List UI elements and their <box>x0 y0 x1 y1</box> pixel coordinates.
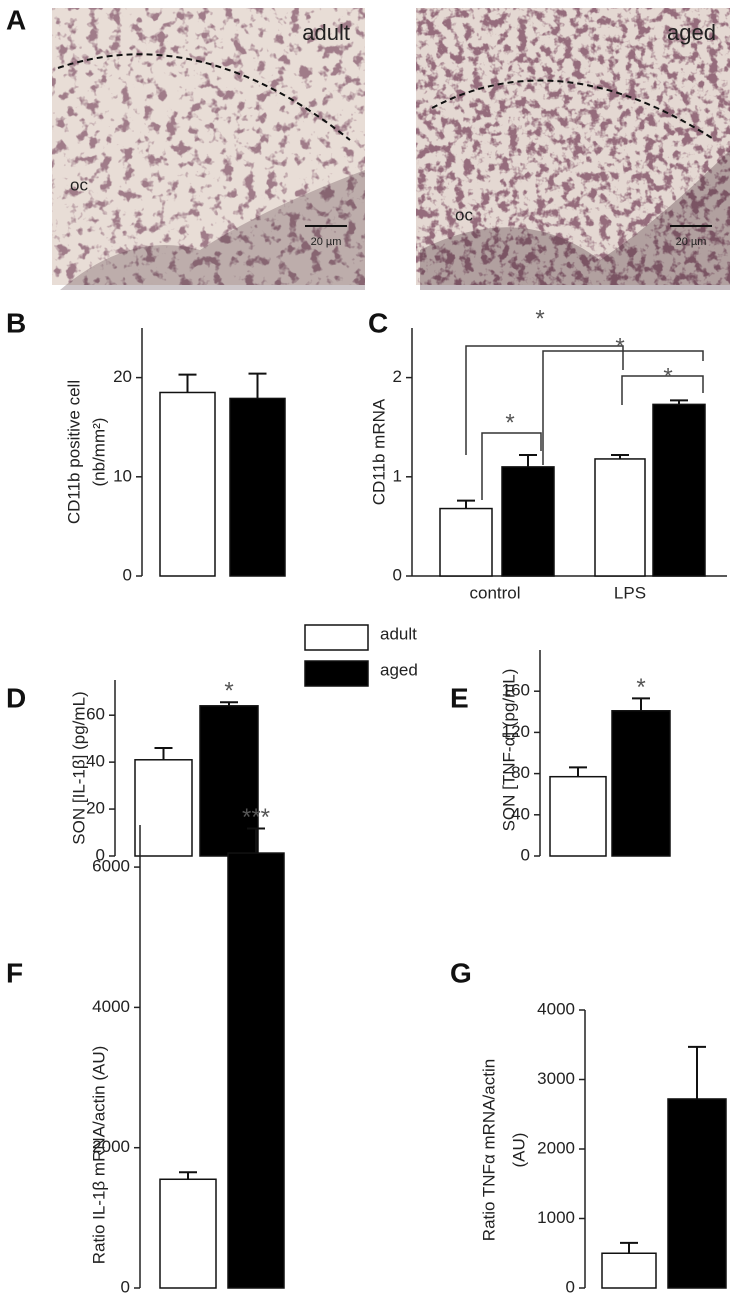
significance-bracket <box>542 350 704 465</box>
y-axis-label: CD11b mRNA <box>369 398 388 505</box>
y-axis-label: Ratio TNFα mRNA/actin <box>479 1059 498 1241</box>
y-axis-label: (nb/mm²) <box>89 418 108 487</box>
bar <box>594 458 646 577</box>
significance-mark: *** <box>242 804 270 831</box>
error-bar <box>457 499 475 509</box>
bar <box>199 705 259 857</box>
error-bar <box>688 1045 706 1099</box>
y-tick-label: 40 <box>86 752 105 771</box>
y-axis-label: SON [TNF-α] (pg/mL) <box>499 669 518 832</box>
bar <box>227 852 285 1289</box>
significance-mark: * <box>663 363 672 390</box>
legend-label: adult <box>380 624 417 643</box>
y-tick-label: 20 <box>86 799 105 818</box>
y-tick-label: 0 <box>566 1277 575 1296</box>
x-tick-label: control <box>469 583 520 602</box>
legend-swatch <box>304 624 369 651</box>
bar <box>601 1252 657 1289</box>
bar <box>229 397 286 577</box>
error-bar <box>519 453 537 467</box>
y-axis-label: SON [IL-1β] (pg/mL) <box>69 691 88 844</box>
x-tick-label: LPS <box>614 583 646 602</box>
error-bar <box>569 766 587 777</box>
panel-label: A <box>6 4 26 35</box>
error-bar <box>248 372 267 399</box>
significance-bracket <box>481 432 542 500</box>
y-tick-label: 1 <box>393 466 402 485</box>
legend-label: aged <box>380 660 418 679</box>
y-tick-label: 10 <box>113 466 132 485</box>
y-tick-label: 0 <box>123 565 132 584</box>
y-axis-label: CD11b positive cell <box>64 380 83 524</box>
y-tick-label: 160 <box>502 681 530 700</box>
y-axis-label: (AU) <box>509 1133 528 1168</box>
significance-bracket <box>465 345 624 455</box>
bar <box>652 403 706 577</box>
y-tick-label: 4000 <box>92 997 130 1016</box>
image-title: aged <box>667 20 716 45</box>
significance-mark: * <box>636 674 645 701</box>
y-axis-label: Ratio IL-1β mRNA/actin (AU) <box>89 1046 108 1265</box>
y-tick-label: 0 <box>393 565 402 584</box>
legend-swatch <box>304 660 369 687</box>
bar <box>549 775 607 857</box>
y-tick-label: 0 <box>521 845 530 864</box>
significance-bracket <box>621 375 704 405</box>
panel-label: G <box>450 957 472 988</box>
y-tick-label: 0 <box>96 845 105 864</box>
micrograph: aged oc 20 µm <box>416 8 730 290</box>
region-label: oc <box>455 205 473 224</box>
y-tick-label: 2 <box>393 367 402 386</box>
micrograph: adult oc 20 µm <box>52 8 365 290</box>
image-title: adult <box>302 20 350 45</box>
significance-mark: * <box>535 305 544 332</box>
y-tick-label: 120 <box>502 722 530 741</box>
significance-mark: * <box>615 333 624 360</box>
error-bar <box>154 747 173 760</box>
error-bar <box>179 1171 197 1180</box>
bar <box>134 759 193 857</box>
panel-label: E <box>450 682 469 713</box>
panel-label: D <box>6 682 26 713</box>
panel-label: F <box>6 957 23 988</box>
scale-label: 20 µm <box>676 236 707 248</box>
y-tick-label: 4000 <box>537 999 575 1018</box>
bar <box>667 1098 727 1289</box>
error-bar <box>247 827 265 854</box>
y-tick-label: 1000 <box>537 1208 575 1227</box>
significance-mark: * <box>505 409 514 436</box>
y-tick-label: 20 <box>113 367 132 386</box>
bar <box>439 507 493 577</box>
error-bar <box>178 373 197 393</box>
significance-mark: * <box>224 678 233 705</box>
error-bar <box>632 697 650 711</box>
y-tick-label: 60 <box>86 705 105 724</box>
y-tick-label: 2000 <box>537 1138 575 1157</box>
region-label: oc <box>70 175 88 194</box>
y-tick-label: 80 <box>511 763 530 782</box>
y-tick-label: 2000 <box>92 1137 130 1156</box>
bar <box>501 466 555 577</box>
bar <box>611 710 671 857</box>
y-tick-label: 6000 <box>92 857 130 876</box>
panel-label: B <box>6 307 26 338</box>
error-bar <box>620 1241 638 1254</box>
bar <box>159 1178 217 1289</box>
y-tick-label: 3000 <box>537 1069 575 1088</box>
bar <box>159 391 216 577</box>
panel-label: C <box>368 307 388 338</box>
scale-label: 20 µm <box>311 236 342 248</box>
y-tick-label: 0 <box>121 1277 130 1296</box>
y-tick-label: 40 <box>511 804 530 823</box>
